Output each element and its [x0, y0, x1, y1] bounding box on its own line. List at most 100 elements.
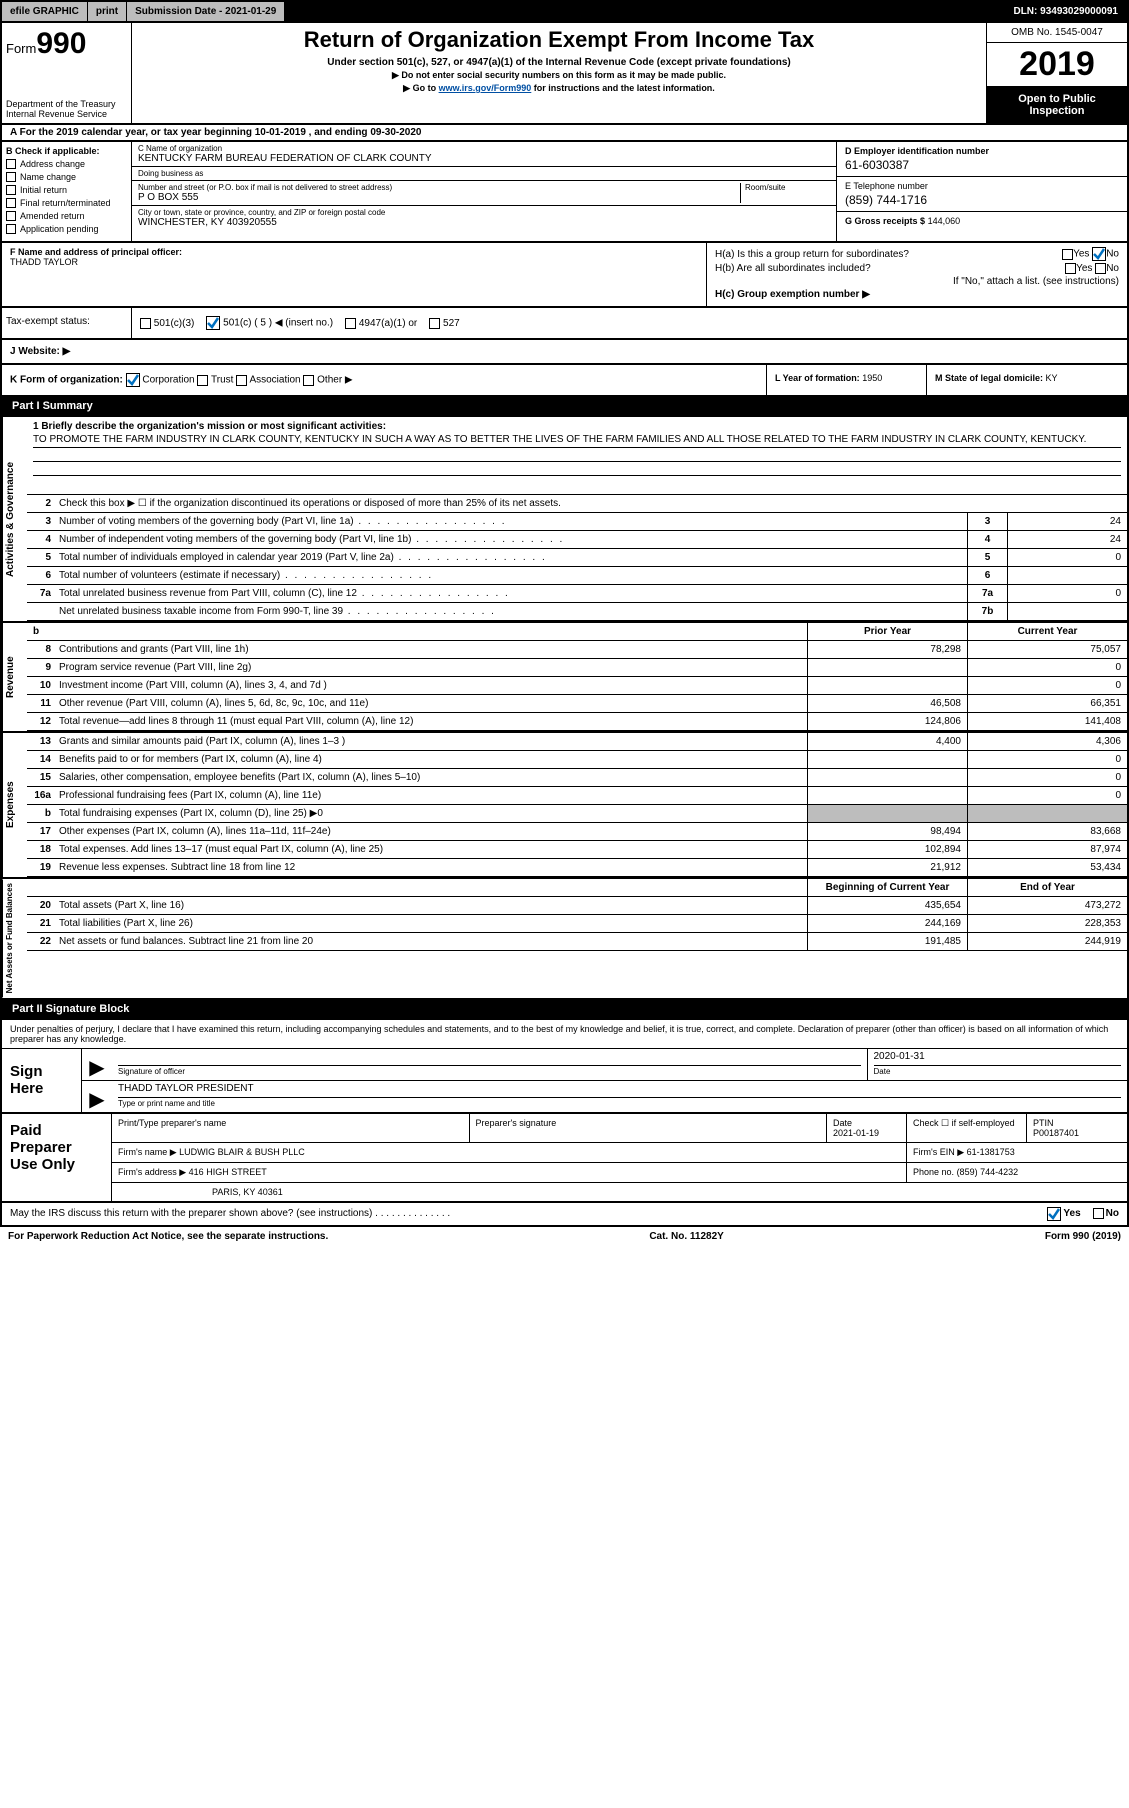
footer: For Paperwork Reduction Act Notice, see …: [0, 1227, 1129, 1246]
fin-row: 19 Revenue less expenses. Subtract line …: [27, 859, 1127, 877]
org-name-label: C Name of organization: [138, 144, 830, 153]
city-value: WINCHESTER, KY 403920555: [138, 217, 830, 228]
fin-row: 13 Grants and similar amounts paid (Part…: [27, 733, 1127, 751]
m-value: KY: [1046, 373, 1058, 383]
ha-yes-checkbox[interactable]: [1062, 249, 1073, 260]
checkbox-icon[interactable]: [6, 159, 16, 169]
firm-ein-label: Firm's EIN ▶: [913, 1147, 964, 1157]
officer-name: THADD TAYLOR: [10, 257, 698, 267]
firm-addr2-value: PARIS, KY 40361: [112, 1183, 1127, 1201]
dots: . . . . . . . . . . . . . .: [375, 1208, 450, 1219]
fin-row: 11 Other revenue (Part VIII, column (A),…: [27, 695, 1127, 713]
row-text: Total number of volunteers (estimate if …: [55, 567, 967, 584]
prior-year-val: [807, 787, 967, 804]
mission-block: 1 Briefly describe the organization's mi…: [27, 417, 1127, 495]
ein-value: 61-6030387: [845, 158, 1119, 172]
row-num: 11: [27, 695, 55, 712]
street-value: P O BOX 555: [138, 192, 740, 203]
chk-initial-return[interactable]: Initial return: [6, 185, 127, 195]
print-button[interactable]: print: [88, 2, 127, 21]
chk-name-change[interactable]: Name change: [6, 172, 127, 182]
gov-row: Net unrelated business taxable income fr…: [27, 603, 1127, 621]
discuss-row: May the IRS discuss this return with the…: [0, 1203, 1129, 1227]
current-year-val: [967, 805, 1127, 822]
website-label: J Website: ▶: [10, 346, 70, 357]
prior-year-val: [807, 769, 967, 786]
chk-amended-return[interactable]: Amended return: [6, 211, 127, 221]
mission-blank-3: [33, 476, 1121, 490]
line-a-tax-year: A For the 2019 calendar year, or tax yea…: [0, 125, 1129, 142]
firm-ein-value: 61-1381753: [967, 1147, 1015, 1157]
checkbox-icon[interactable]: [6, 211, 16, 221]
phone-block: E Telephone number (859) 744-1716: [837, 177, 1127, 212]
row-num: 20: [27, 897, 55, 914]
row-text: Total expenses. Add lines 13–17 (must eq…: [55, 841, 807, 858]
footer-right: Form 990 (2019): [1045, 1231, 1121, 1242]
row-num: [27, 603, 55, 620]
discuss-yes: Yes: [1063, 1208, 1080, 1219]
officer-signature[interactable]: [118, 1051, 861, 1065]
k-trust: Trust: [211, 375, 233, 386]
gross-label: G Gross receipts $: [845, 216, 925, 226]
chk-application-pending[interactable]: Application pending: [6, 224, 127, 234]
chk-trust[interactable]: [197, 375, 208, 386]
row-num: b: [27, 805, 55, 822]
row-text: Net assets or fund balances. Subtract li…: [55, 933, 807, 950]
chk-final-return[interactable]: Final return/terminated: [6, 198, 127, 208]
checkbox-icon[interactable]: [6, 198, 16, 208]
l-label: L Year of formation:: [775, 373, 860, 383]
tax-status-row: Tax-exempt status: 501(c)(3) 501(c) ( 5 …: [0, 308, 1129, 340]
row-text: Net unrelated business taxable income fr…: [55, 603, 967, 620]
discuss-label: May the IRS discuss this return with the…: [10, 1208, 372, 1219]
checkbox-icon[interactable]: [6, 172, 16, 182]
fin-row: 22 Net assets or fund balances. Subtract…: [27, 933, 1127, 951]
vside-governance: Activities & Governance: [2, 417, 27, 621]
chk-527[interactable]: [429, 318, 440, 329]
current-year-val: 0: [967, 787, 1127, 804]
chk-association[interactable]: [236, 375, 247, 386]
efile-graphic-button[interactable]: efile GRAPHIC: [2, 2, 88, 21]
row-text: Other revenue (Part VIII, column (A), li…: [55, 695, 807, 712]
row-box: 7a: [967, 585, 1007, 602]
q2-num: 2: [27, 495, 55, 512]
chk-address-change[interactable]: Address change: [6, 159, 127, 169]
row-text: Investment income (Part VIII, column (A)…: [55, 677, 807, 694]
gov-row: 3 Number of voting members of the govern…: [27, 513, 1127, 531]
discuss-no-checkbox[interactable]: [1093, 1208, 1104, 1219]
officer-sig-label: Signature of officer: [118, 1065, 861, 1076]
hb-no-checkbox[interactable]: [1095, 263, 1106, 274]
spacer-b: b: [27, 623, 807, 640]
signature-block: Under penalties of perjury, I declare th…: [0, 1020, 1129, 1203]
firm-name-value: LUDWIG BLAIR & BUSH PLLC: [179, 1147, 305, 1157]
row-num: 9: [27, 659, 55, 676]
checkbox-icon[interactable]: [6, 224, 16, 234]
current-year-val: 0: [967, 769, 1127, 786]
row-box: 7b: [967, 603, 1007, 620]
row-num: 17: [27, 823, 55, 840]
row-num: 3: [27, 513, 55, 530]
footer-left: For Paperwork Reduction Act Notice, see …: [8, 1231, 328, 1242]
row-text: Grants and similar amounts paid (Part IX…: [55, 733, 807, 750]
row-num: 12: [27, 713, 55, 730]
section-m: M State of legal domicile: KY: [927, 365, 1127, 395]
current-year-val: 87,974: [967, 841, 1127, 858]
form-header: Form990 Department of the Treasury Inter…: [0, 23, 1129, 125]
prior-year-val: 102,894: [807, 841, 967, 858]
fin-row: 12 Total revenue—add lines 8 through 11 …: [27, 713, 1127, 731]
status-label: Tax-exempt status:: [2, 308, 132, 338]
gov-row: 5 Total number of individuals employed i…: [27, 549, 1127, 567]
checkbox-icon[interactable]: [6, 185, 16, 195]
header-center: Return of Organization Exempt From Incom…: [132, 23, 987, 123]
checkmark-icon: [126, 373, 140, 387]
chk-other[interactable]: [303, 375, 314, 386]
fin-row: 16a Professional fundraising fees (Part …: [27, 787, 1127, 805]
section-b: B Check if applicable: Address change Na…: [2, 142, 132, 241]
chk-501c3[interactable]: [140, 318, 151, 329]
irs-link[interactable]: www.irs.gov/Form990: [439, 83, 532, 93]
ha-label: H(a) Is this a group return for subordin…: [715, 249, 909, 260]
hb-yes-checkbox[interactable]: [1065, 263, 1076, 274]
chk-4947[interactable]: [345, 318, 356, 329]
current-year-val: 228,353: [967, 915, 1127, 932]
gov-row: 6 Total number of volunteers (estimate i…: [27, 567, 1127, 585]
gross-block: G Gross receipts $ 144,060: [837, 212, 1127, 230]
